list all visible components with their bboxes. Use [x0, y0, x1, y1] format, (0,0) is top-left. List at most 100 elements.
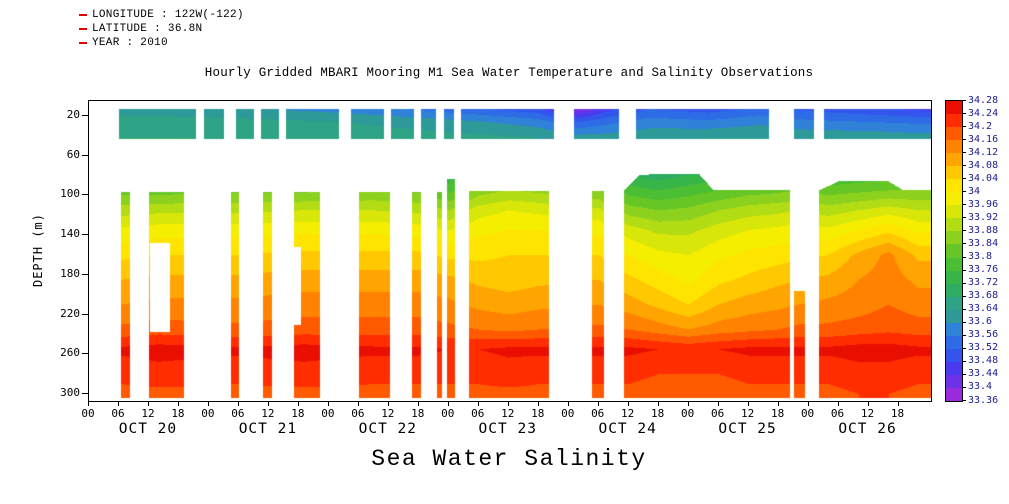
x-axis-tick [267, 401, 269, 406]
colorbar-tick [962, 230, 966, 232]
colorbar-label: 34.28 [968, 94, 999, 106]
y-axis-tick-label: 20 [66, 107, 80, 121]
x-axis-hour-label: 00 [800, 407, 815, 420]
y-axis-tick [82, 234, 88, 236]
colorbar-label: 34.04 [968, 172, 999, 184]
colorbar-segment [946, 361, 962, 376]
y-axis-tick [82, 154, 88, 156]
x-axis-day-label: OCT 25 [718, 421, 777, 437]
colorbar-tick [962, 308, 966, 310]
x-axis-tick [867, 401, 869, 406]
colorbar-label: 34.24 [968, 107, 999, 119]
colorbar [945, 100, 963, 402]
x-axis-hour-label: 18 [890, 407, 905, 420]
x-axis-hour-label: 12 [621, 407, 635, 420]
x-axis-tick [297, 401, 299, 406]
x-axis-tick [687, 401, 689, 406]
colorbar-tick [962, 373, 966, 375]
x-axis-hour-label: 06 [111, 407, 125, 420]
x-axis-day-label: OCT 23 [478, 421, 537, 437]
colorbar-segment [946, 348, 962, 363]
colorbar-label: 33.6 [968, 316, 993, 328]
colorbar-label: 34.2 [968, 120, 993, 132]
x-axis-hour-label: 00 [201, 407, 215, 420]
colorbar-segment [946, 179, 962, 193]
colorbar-tick [962, 139, 966, 141]
colorbar-tick [962, 243, 966, 245]
y-axis-tick [82, 194, 88, 196]
colorbar-tick [962, 360, 966, 362]
colorbar-segment [946, 153, 962, 167]
y-axis-label: DEPTH (m) [31, 212, 45, 288]
colorbar-label: 33.52 [968, 342, 999, 354]
y-axis-tick [82, 114, 88, 116]
colorbar-tick [962, 295, 966, 297]
x-axis-hour-label: 18 [291, 407, 305, 420]
x-axis-tick [897, 401, 899, 406]
x-axis-tick [657, 401, 659, 406]
colorbar-label: 33.4 [968, 381, 993, 393]
x-axis-hour-label: 18 [770, 407, 785, 420]
colorbar-tick [962, 204, 966, 206]
colorbar-tick [962, 282, 966, 284]
x-axis-hour-label: 00 [561, 407, 575, 420]
red-marker-icon [79, 28, 87, 30]
x-axis-hour-label: 00 [681, 407, 695, 420]
colorbar-segment [946, 283, 962, 298]
x-axis-tick [717, 401, 719, 406]
colorbar-tick [962, 217, 966, 219]
colorbar-tick [962, 100, 966, 101]
x-axis-hour-label: 12 [381, 407, 395, 420]
colorbar-tick [962, 191, 966, 193]
x-axis-hour-label: 12 [141, 407, 155, 420]
colorbar-segment [946, 192, 962, 206]
colorbar-tick [962, 126, 966, 128]
x-axis-tick [777, 401, 779, 406]
x-axis-tick [477, 401, 479, 406]
colorbar-segment [946, 218, 962, 233]
x-axis-day-label: OCT 22 [358, 421, 417, 437]
colorbar-segment [946, 374, 962, 389]
x-axis-hour-label: 12 [261, 407, 275, 420]
x-axis-tick [507, 401, 509, 406]
meta-line-year: YEAR : 2010 [79, 37, 244, 51]
colorbar-label: 33.72 [968, 277, 999, 289]
colorbar-tick [962, 165, 966, 167]
colorbar-segment [946, 270, 962, 285]
x-axis-tick [807, 401, 809, 406]
colorbar-label: 33.84 [968, 237, 999, 249]
colorbar-tick [962, 269, 966, 271]
colorbar-label: 33.88 [968, 224, 999, 236]
x-axis-hour-label: 06 [351, 407, 365, 420]
x-axis-hour-label: 12 [740, 407, 755, 420]
colorbar-tick [962, 256, 966, 258]
colorbar-label: 34 [968, 185, 981, 197]
colorbar-label: 34.12 [968, 146, 999, 158]
colorbar-label: 33.64 [968, 303, 999, 315]
x-axis-tick [627, 401, 629, 406]
x-axis-hour-label: 06 [591, 407, 605, 420]
y-axis-tick-label: 220 [60, 306, 80, 320]
x-axis-tick [117, 401, 119, 406]
colorbar-label: 33.56 [968, 329, 999, 341]
colorbar-label: 33.96 [968, 198, 999, 210]
heatmap-canvas [89, 101, 931, 401]
colorbar-segment [946, 101, 962, 115]
colorbar-segment [946, 205, 962, 219]
x-axis-hour-label: 06 [231, 407, 245, 420]
y-axis-tick [82, 353, 88, 355]
colorbar-label: 33.8 [968, 251, 993, 263]
colorbar-segment [946, 387, 962, 401]
x-axis-hour-label: 12 [860, 407, 875, 420]
colorbar-segment [946, 244, 962, 259]
x-axis-tick [537, 401, 539, 406]
colorbar-tick [962, 386, 966, 388]
colorbar-segment [946, 296, 962, 311]
y-axis-tick [82, 273, 88, 275]
y-axis-tick-label: 100 [60, 187, 80, 201]
red-marker-icon [79, 42, 87, 44]
colorbar-label: 33.76 [968, 264, 999, 276]
colorbar-segment [946, 166, 962, 180]
x-axis-hour-label: 18 [651, 407, 665, 420]
